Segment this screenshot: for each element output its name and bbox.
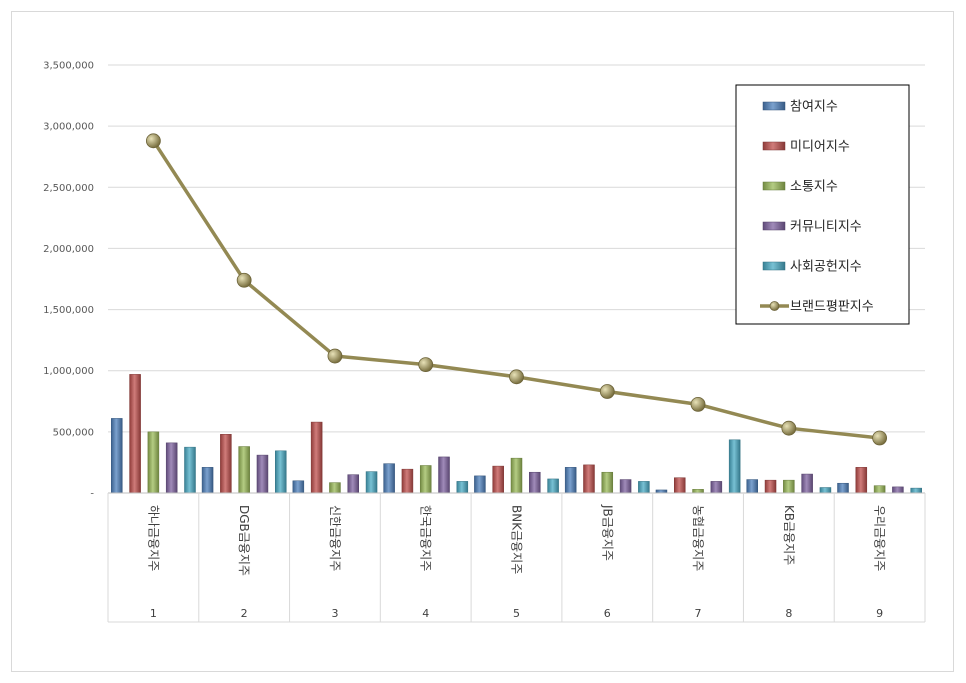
bar-미디어지수	[220, 434, 232, 494]
bar-커뮤니티지수	[165, 442, 178, 494]
line-point	[599, 384, 615, 399]
x-axis: 하나금융지주 1 DGB금융지주 2 신한금융지주 3 한국금융지주 4 BNK금융지주 5 JB금…	[107, 492, 926, 623]
legend-swatch-marker	[769, 301, 780, 311]
bar-series	[111, 374, 922, 494]
legend-swatch-커뮤니티지수	[762, 221, 786, 231]
legend-label: 사회공헌지수	[790, 260, 862, 275]
bar-참여지수	[201, 467, 214, 494]
bar-사회공헌지수	[728, 439, 741, 494]
bar-참여지수	[746, 479, 758, 494]
bar-커뮤니티지수	[438, 456, 450, 494]
rank-label: 6	[604, 607, 611, 620]
bar-커뮤니티지수	[529, 471, 541, 494]
rank-label: 5	[513, 607, 520, 620]
rank-label: 7	[695, 607, 702, 620]
bar-커뮤니티지수	[710, 481, 723, 494]
bar-참여지수	[564, 467, 577, 494]
bar-소통지수	[783, 479, 795, 494]
line-point	[509, 369, 524, 385]
bar-소통지수	[510, 457, 523, 494]
rank-label: 4	[422, 607, 429, 620]
legend-label: 참여지수	[790, 100, 838, 115]
line-point	[327, 348, 343, 364]
category-label: DGB금융지주	[237, 505, 251, 576]
legend-box	[735, 84, 910, 325]
bar-소통지수	[873, 485, 886, 494]
bar-참여지수	[474, 475, 486, 494]
legend-swatch-사회공헌지수	[762, 261, 786, 271]
category-label: KB금융지주	[782, 505, 796, 565]
bar-커뮤니티지수	[347, 474, 359, 494]
y-tick-label: 1,000,000	[43, 366, 94, 377]
category-label: BNK금융지주	[510, 505, 524, 574]
line-point	[418, 357, 434, 373]
bar-미디어지수	[310, 421, 323, 494]
legend-label: 커뮤니티지수	[790, 220, 862, 235]
bar-참여지수	[383, 463, 395, 494]
y-tick-label: 1,500,000	[43, 305, 94, 316]
bar-소통지수	[601, 471, 614, 494]
bar-참여지수	[837, 482, 849, 494]
line-point	[145, 133, 161, 149]
bar-커뮤니티지수	[256, 454, 269, 494]
bar-사회공헌지수	[819, 487, 832, 494]
line-series	[145, 133, 888, 446]
legend-label: 브랜드평판지수	[790, 300, 874, 315]
bar-참여지수	[111, 418, 123, 494]
legend-label: 소통지수	[790, 180, 838, 195]
bar-사회공헌지수	[547, 478, 559, 494]
bar-미디어지수	[674, 477, 686, 494]
y-axis-ticks: - 500,000 1,000,000 1,500,000 2,000,000 2,500…	[43, 61, 94, 500]
bar-미디어지수	[492, 465, 504, 494]
y-tick-label: 3,500,000	[43, 61, 94, 72]
rank-label: 9	[876, 607, 883, 620]
bar-미디어지수	[583, 464, 595, 494]
y-tick-label: 2,500,000	[43, 183, 94, 194]
bar-소통지수	[238, 446, 250, 494]
category-label: 신한금융지주	[328, 505, 342, 571]
bar-참여지수	[292, 480, 305, 494]
line-point	[781, 420, 797, 436]
bar-사회공헌지수	[365, 471, 378, 494]
bar-소통지수	[692, 489, 704, 494]
line-point	[872, 430, 888, 446]
legend-swatch-소통지수	[762, 181, 786, 191]
rank-label: 2	[241, 607, 248, 620]
bar-소통지수	[419, 465, 432, 494]
bar-커뮤니티지수	[801, 473, 813, 494]
y-tick-label: 3,000,000	[43, 122, 94, 133]
bar-커뮤니티지수	[619, 479, 632, 494]
category-label: 우리금융지주	[873, 505, 887, 571]
legend-label: 미디어지수	[790, 140, 850, 155]
category-label: 하나금융지주	[146, 505, 160, 571]
category-label: 농협금융지주	[691, 505, 705, 571]
bar-미디어지수	[401, 468, 414, 494]
bar-미디어지수	[129, 374, 141, 494]
bar-사회공헌지수	[184, 446, 196, 494]
bar-커뮤니티지수	[892, 486, 904, 494]
bar-사회공헌지수	[275, 450, 287, 494]
bar-사회공헌지수	[638, 481, 650, 494]
bar-미디어지수	[855, 467, 868, 494]
legend-swatch-미디어지수	[762, 141, 786, 151]
bar-소통지수	[147, 431, 160, 494]
bar-소통지수	[329, 482, 341, 494]
y-tick-label: 500,000	[53, 427, 94, 438]
line-point	[236, 272, 252, 288]
category-label: JB금융지주	[600, 504, 614, 561]
bar-사회공헌지수	[910, 487, 922, 494]
rank-label: 8	[785, 607, 792, 620]
line-point	[690, 396, 706, 412]
y-tick-label: -	[90, 489, 94, 500]
rank-label: 1	[150, 607, 157, 620]
category-label: 한국금융지주	[419, 505, 433, 571]
bar-사회공헌지수	[456, 481, 469, 494]
legend-swatch-참여지수	[762, 101, 786, 111]
bar-미디어지수	[764, 479, 777, 494]
rank-label: 3	[331, 607, 338, 620]
y-tick-label: 2,000,000	[43, 244, 94, 255]
